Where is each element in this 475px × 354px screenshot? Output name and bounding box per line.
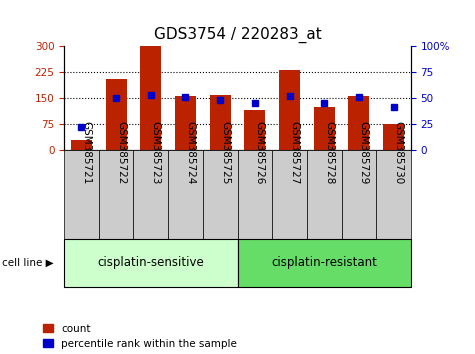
Bar [203,150,238,239]
Text: GSM385730: GSM385730 [393,121,404,185]
Legend: count, percentile rank within the sample: count, percentile rank within the sample [43,324,237,349]
Bar [168,150,203,239]
Bar [349,97,369,150]
Text: cisplatin-sensitive: cisplatin-sensitive [97,256,204,269]
Text: GSM385728: GSM385728 [324,121,334,185]
Bar [238,150,272,239]
Text: GSM385721: GSM385721 [82,121,92,185]
Bar [106,79,126,150]
Text: GSM385726: GSM385726 [255,121,265,185]
Bar [175,97,196,150]
Bar [307,150,342,239]
Text: GSM385725: GSM385725 [220,121,230,185]
Bar [376,150,411,239]
Bar [279,70,300,150]
Text: GSM385723: GSM385723 [151,121,161,185]
Bar [133,150,168,239]
Text: GSM385727: GSM385727 [290,121,300,185]
Bar [64,239,238,287]
Text: GSM385729: GSM385729 [359,121,369,185]
Bar [71,140,92,150]
Bar [99,150,133,239]
Title: GDS3754 / 220283_at: GDS3754 / 220283_at [153,27,322,43]
Bar [210,95,230,150]
Bar [383,124,404,150]
Bar [141,46,161,150]
Text: cisplatin-resistant: cisplatin-resistant [271,256,377,269]
Bar [314,107,334,150]
Bar [64,150,99,239]
Bar [245,110,265,150]
Text: GSM385724: GSM385724 [185,121,196,185]
Bar [238,239,411,287]
Text: GSM385722: GSM385722 [116,121,126,185]
Bar [342,150,376,239]
Bar [272,150,307,239]
Text: cell line ▶: cell line ▶ [2,258,54,268]
